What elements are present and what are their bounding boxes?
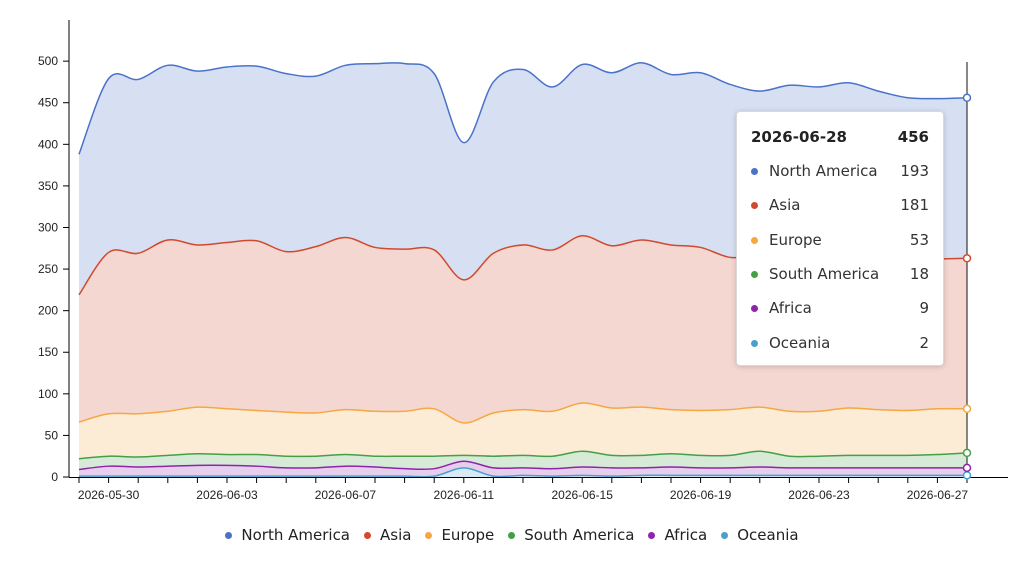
- south-america-dot-icon: [508, 531, 516, 539]
- legend-label: Asia: [380, 526, 412, 544]
- legend-label: Europe: [441, 526, 495, 544]
- tooltip-total: 456: [897, 128, 929, 146]
- tooltip-series-value: 9: [919, 299, 929, 317]
- y-tick-label: 100: [38, 387, 58, 401]
- tooltip-series-value: 53: [909, 231, 929, 249]
- africa-dot-icon: [751, 304, 758, 312]
- marker-europe: [962, 404, 972, 414]
- y-tick-label: 400: [38, 137, 58, 151]
- y-tick-label: 50: [45, 428, 59, 442]
- tooltip-series-name: Asia: [769, 196, 801, 214]
- x-tick-label: 2026-06-07: [315, 488, 377, 502]
- africa-dot-icon: [648, 531, 656, 539]
- tooltip-row-europe: Europe 53: [751, 229, 929, 251]
- line-europe: [78, 402, 968, 424]
- marker-africa: [962, 463, 972, 473]
- legend-label: South America: [524, 526, 635, 544]
- tooltip-row-north-america: North America 193: [751, 160, 929, 182]
- oceania-dot-icon: [751, 339, 758, 347]
- line-south-america: [78, 450, 968, 460]
- x-tick-label: 2026-06-03: [196, 488, 258, 502]
- y-tick-label: 300: [38, 220, 58, 234]
- tooltip-series-value: 181: [900, 196, 929, 214]
- oceania-dot-icon: [721, 531, 729, 539]
- y-tick-label: 200: [38, 304, 58, 318]
- legend-label: Oceania: [737, 526, 799, 544]
- europe-dot-icon: [751, 236, 758, 244]
- line-oceania: [79, 467, 967, 478]
- x-tick-label: 2026-06-19: [670, 488, 732, 502]
- legend-label: North America: [241, 526, 351, 544]
- x-tick-label: 2026-06-27: [907, 488, 969, 502]
- y-tick-label: 0: [51, 470, 58, 484]
- hover-markers: [962, 93, 972, 480]
- y-tick-label: 250: [38, 262, 58, 276]
- tooltip-series-name: North America: [769, 162, 878, 180]
- south-america-dot-icon: [751, 270, 758, 278]
- legend-item-south-america[interactable]: South America: [508, 526, 634, 544]
- x-tick-label: 2026-06-15: [552, 488, 614, 502]
- tooltip-series-name: Africa: [769, 299, 812, 317]
- asia-dot-icon: [751, 201, 758, 209]
- europe-dot-icon: [425, 531, 433, 539]
- axes: 0 50 100 150 200 250 300 350 400 450 500 2026-05-30…: [38, 20, 1008, 502]
- area-south-america: [79, 451, 967, 470]
- chart-legend: North America Asia Europe South America …: [0, 524, 1024, 546]
- north-america-dot-icon: [225, 531, 233, 539]
- legend-label: Africa: [664, 526, 708, 544]
- line-north-america: [78, 62, 968, 155]
- legend-item-asia[interactable]: Asia: [364, 526, 411, 544]
- x-tick-label: 2026-06-23: [788, 488, 850, 502]
- tooltip-series-value: 18: [909, 265, 929, 283]
- marker-south-america: [962, 448, 972, 458]
- tooltip-series-name: South America: [769, 265, 880, 283]
- tooltip-row-oceania: Oceania 2: [751, 332, 929, 354]
- area-europe: [79, 402, 967, 459]
- tooltip-row-asia: Asia 181: [751, 194, 929, 216]
- tooltip-series-value: 193: [900, 162, 929, 180]
- marker-north-america: [962, 93, 972, 102]
- tooltip-series-value: 2: [919, 334, 929, 352]
- x-tick-label: 2026-06-11: [434, 488, 495, 502]
- marker-oceania: [962, 471, 972, 480]
- legend-item-africa[interactable]: Africa: [648, 526, 707, 544]
- tooltip-row-south-america: South America 18: [751, 263, 929, 285]
- x-tick-label: 2026-05-30: [78, 488, 140, 502]
- tooltip-series-name: Oceania: [769, 334, 831, 352]
- line-africa: [78, 460, 967, 471]
- y-tick-label: 350: [38, 179, 58, 193]
- legend-item-north-america[interactable]: North America: [225, 526, 350, 544]
- y-tick-label: 150: [38, 345, 58, 359]
- legend-item-europe[interactable]: Europe: [425, 526, 494, 544]
- hover-tooltip: 2026-06-28 456 North America 193 Asia 18…: [736, 111, 944, 366]
- area-africa: [79, 461, 967, 477]
- tooltip-series-name: Europe: [769, 231, 822, 249]
- asia-dot-icon: [364, 531, 372, 539]
- tooltip-date: 2026-06-28: [751, 128, 847, 146]
- y-tick-label: 500: [38, 54, 58, 68]
- tooltip-header: 2026-06-28 456: [751, 126, 929, 148]
- tooltip-row-africa: Africa 9: [751, 297, 929, 319]
- marker-asia: [962, 254, 972, 263]
- north-america-dot-icon: [751, 167, 758, 175]
- y-tick-label: 450: [38, 96, 58, 110]
- legend-item-oceania[interactable]: Oceania: [721, 526, 799, 544]
